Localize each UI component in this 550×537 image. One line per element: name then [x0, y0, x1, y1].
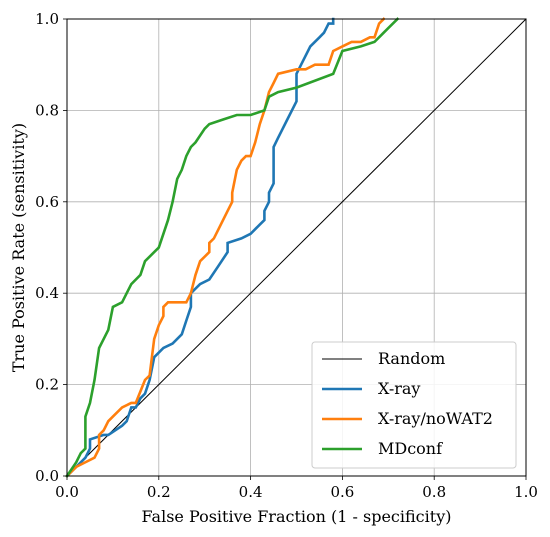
legend-label: X-ray/noWAT2	[378, 409, 493, 428]
y-tick-label: 0.4	[35, 284, 59, 302]
plot-frame	[66, 18, 527, 477]
series-lines	[65, 17, 527, 478]
y-tick-label: 0.0	[35, 467, 59, 485]
legend-label: Random	[378, 349, 445, 368]
x-tick-label: 0.2	[147, 483, 171, 501]
series-line-mdconf	[65, 17, 400, 478]
x-axis-title: False Positive Fraction (1 - specificity…	[142, 507, 452, 526]
y-axis-title: True Positive Rate (sensitivity)	[9, 123, 28, 372]
x-tick-label: 0.4	[239, 483, 263, 501]
legend: Random X-ray X-ray/noWAT2 MDconf	[311, 341, 517, 469]
series-line-x-ray	[65, 17, 335, 478]
y-tick-label: 0.6	[35, 193, 59, 211]
y-tick-label: 0.2	[35, 376, 59, 394]
y-tick-label: 1.0	[35, 10, 59, 28]
legend-label: X-ray	[378, 379, 420, 398]
x-tick-label: 1.0	[514, 483, 538, 501]
legend-box	[311, 341, 517, 469]
x-tick-label: 0.8	[422, 483, 446, 501]
legend-label: MDconf	[378, 439, 443, 458]
series-line-x-ray-nowat2	[65, 17, 386, 478]
x-tick-label: 0.0	[55, 483, 79, 501]
series-line-random	[66, 18, 527, 477]
y-ticks: 0.0 0.2 0.4 0.6 0.8 1.0	[35, 10, 67, 485]
x-ticks: 0.0 0.2 0.4 0.6 0.8 1.0	[55, 476, 538, 501]
y-tick-label: 0.8	[35, 101, 59, 119]
x-tick-label: 0.6	[330, 483, 354, 501]
